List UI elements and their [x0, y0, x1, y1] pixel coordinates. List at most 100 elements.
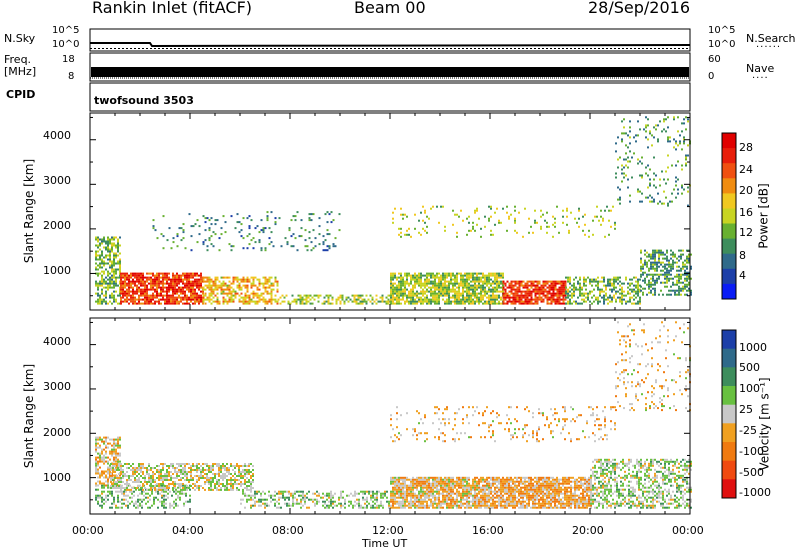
- data-cell-power: [107, 258, 109, 261]
- data-cell-velocity: [117, 466, 119, 469]
- data-cell-power: [486, 290, 488, 293]
- data-cell-power: [468, 272, 470, 275]
- data-cell-power: [260, 282, 263, 285]
- data-cell-power: [95, 280, 97, 283]
- data-cell-power: [120, 288, 122, 291]
- data-cell-velocity: [150, 475, 152, 477]
- data-cell-power: [567, 302, 569, 305]
- data-cell-power: [136, 284, 138, 287]
- data-cell-power: [442, 286, 444, 289]
- data-cell-power: [426, 284, 428, 287]
- data-cell-power: [542, 213, 544, 216]
- data-cell-power: [656, 261, 658, 264]
- data-cell-power: [289, 302, 292, 305]
- data-cell-power: [438, 298, 440, 301]
- data-cell-power: [526, 300, 529, 303]
- data-cell-power: [460, 294, 462, 297]
- data-cell-velocity: [182, 463, 184, 465]
- data-cell-power: [107, 240, 109, 243]
- data-cell-power: [363, 298, 366, 301]
- data-cell-power: [528, 231, 530, 234]
- data-cell-power: [113, 286, 115, 289]
- data-cell-power: [512, 288, 515, 291]
- data-cell-power: [142, 282, 144, 285]
- data-cell-power: [432, 276, 434, 279]
- data-cell-velocity: [238, 473, 240, 475]
- data-cell-power: [365, 300, 368, 303]
- data-cell-velocity: [196, 479, 198, 481]
- data-cell-power: [534, 300, 537, 303]
- data-cell-power: [454, 300, 456, 303]
- data-cell-power: [617, 186, 619, 189]
- data-cell-power: [571, 296, 573, 299]
- data-cell-power: [329, 294, 332, 297]
- data-cell-velocity: [188, 471, 190, 473]
- data-cell-power: [524, 284, 527, 287]
- data-cell-velocity: [394, 484, 396, 487]
- data-cell-power: [196, 296, 198, 299]
- data-cell-power: [232, 288, 235, 291]
- data-cell-velocity: [181, 492, 183, 495]
- data-cell-power: [410, 280, 412, 283]
- data-cell-power: [677, 116, 679, 119]
- data-cell-power: [158, 302, 160, 305]
- data-cell-power: [105, 246, 107, 249]
- data-cell-power: [470, 284, 472, 287]
- data-cell-power: [685, 156, 687, 159]
- data-cell-power: [488, 286, 490, 289]
- data-cell-power: [565, 276, 567, 279]
- data-cell-velocity: [394, 476, 396, 479]
- data-cell-power: [170, 288, 172, 291]
- data-cell-power: [664, 275, 666, 278]
- data-cell-power: [613, 282, 615, 285]
- data-cell-power: [667, 154, 669, 157]
- data-cell-velocity: [200, 471, 202, 473]
- data-cell-power: [204, 280, 207, 283]
- data-cell-velocity: [366, 496, 368, 499]
- data-cell-power: [436, 294, 438, 297]
- data-cell-power: [120, 280, 122, 283]
- data-cell-velocity: [165, 490, 167, 493]
- data-cell-power: [406, 278, 408, 281]
- data-cell-velocity: [111, 438, 113, 441]
- data-cell-velocity: [370, 496, 372, 499]
- data-cell-power: [480, 235, 482, 238]
- data-cell-power: [496, 302, 498, 305]
- data-cell-velocity: [111, 448, 113, 451]
- data-cell-velocity: [119, 474, 121, 477]
- data-cell-power: [686, 273, 688, 276]
- data-cell-power: [577, 302, 579, 305]
- data-cell-power: [422, 274, 424, 277]
- data-cell-power: [103, 294, 105, 297]
- data-cell-power: [103, 238, 105, 241]
- data-cell-power: [113, 260, 115, 263]
- data-cell-velocity: [114, 475, 116, 477]
- data-cell-power: [488, 302, 490, 305]
- data-cell-power: [162, 247, 165, 250]
- data-cell-power: [488, 288, 490, 291]
- data-cell-velocity: [158, 471, 160, 473]
- data-cell-power: [218, 237, 221, 240]
- data-cell-power: [105, 280, 107, 283]
- data-cell-power: [666, 255, 668, 258]
- data-cell-velocity: [370, 506, 372, 509]
- data-cell-velocity: [143, 490, 145, 493]
- data-cell-velocity: [300, 494, 302, 497]
- data-cell-power: [138, 300, 140, 303]
- data-cell-power: [500, 302, 502, 305]
- data-cell-power: [134, 274, 136, 277]
- data-cell-power: [222, 298, 225, 301]
- freq-panel-frame: [89, 52, 691, 82]
- data-cell-power: [416, 294, 418, 297]
- data-cell-power: [375, 302, 378, 305]
- data-cell-power: [260, 229, 263, 232]
- data-cell-power: [516, 300, 519, 303]
- data-cell-power: [332, 219, 335, 222]
- data-cell-power: [625, 294, 627, 297]
- data-cell-velocity: [218, 469, 220, 471]
- data-cell-power: [101, 302, 103, 305]
- data-cell-power: [268, 298, 271, 301]
- data-cell-power: [97, 286, 99, 289]
- data-cell-power: [685, 164, 687, 167]
- data-cell-power: [658, 253, 660, 256]
